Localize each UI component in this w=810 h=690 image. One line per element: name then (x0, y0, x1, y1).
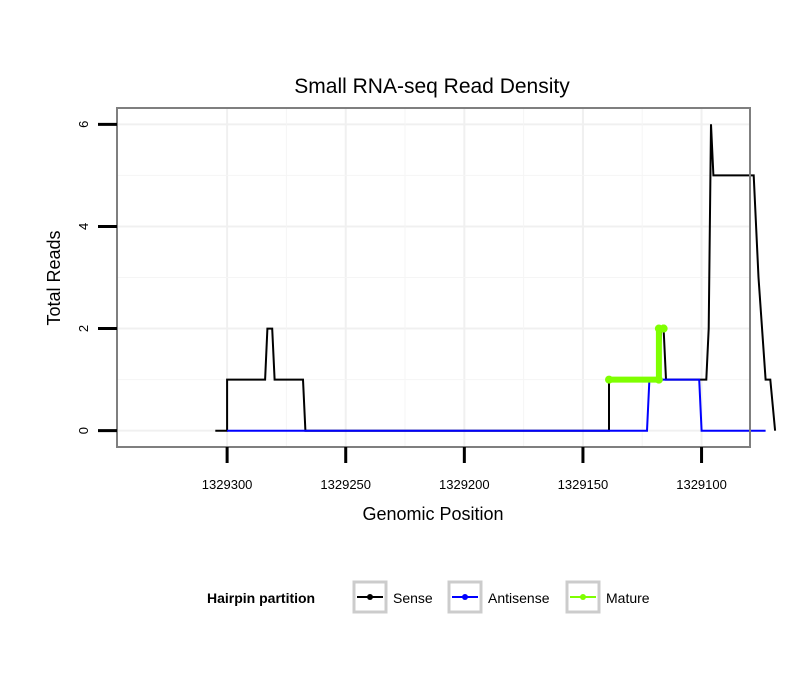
x-tick-label: 1329250 (320, 477, 371, 492)
y-tick-label: 4 (76, 223, 91, 230)
y-axis-title: Total Reads (44, 230, 64, 325)
series-line-antisense (227, 378, 766, 432)
x-tick-label: 1329150 (558, 477, 609, 492)
x-tick-label: 1329100 (676, 477, 727, 492)
x-axis: 1329300 1329250 1329200 1329150 1329100 (202, 447, 727, 492)
legend-entry-antisense: Antisense (447, 580, 550, 614)
chart-title: Small RNA-seq Read Density (294, 75, 570, 98)
legend-label-mature: Mature (606, 590, 650, 606)
data-point-mature (654, 375, 663, 384)
legend-point-antisense (462, 594, 468, 600)
legend-label-sense: Sense (393, 590, 433, 606)
x-axis-title: Genomic Position (362, 504, 503, 524)
legend: Hairpin partition Sense Antisense Mature (207, 580, 650, 614)
y-axis: 0 2 4 6 (76, 121, 117, 434)
x-tick-label: 1329200 (439, 477, 490, 492)
y-tick-label: 0 (76, 427, 91, 434)
legend-point-sense (367, 594, 373, 600)
legend-entry-mature: Mature (565, 580, 650, 614)
y-tick-label: 2 (76, 325, 91, 332)
legend-entry-sense: Sense (352, 580, 433, 614)
legend-label-antisense: Antisense (488, 590, 550, 606)
legend-point-mature (580, 594, 586, 600)
y-tick-label: 6 (76, 121, 91, 128)
data-point-mature (605, 375, 614, 384)
x-tick-label: 1329300 (202, 477, 253, 492)
legend-title: Hairpin partition (207, 590, 315, 606)
plot-panel-border (116, 107, 751, 448)
series-layer (215, 124, 777, 432)
grid (118, 109, 749, 446)
series-line-mature (606, 325, 667, 383)
data-point-mature (659, 324, 668, 333)
